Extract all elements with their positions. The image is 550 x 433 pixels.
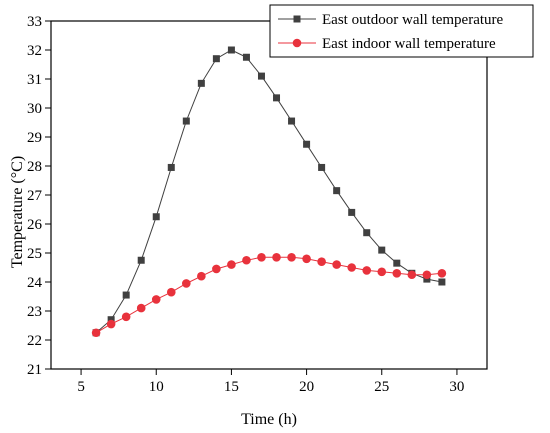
data-point <box>197 271 206 281</box>
data-point <box>136 303 146 313</box>
axis-ticks: 5 10 15 20 25 30 21 22 23 24 25 26 27 28 29 30 31 32 33 <box>27 14 464 395</box>
data-point <box>287 253 296 262</box>
data-point <box>257 72 265 80</box>
data-point <box>151 295 161 304</box>
data-point <box>392 269 402 278</box>
y-tick-label: 23 <box>27 304 42 320</box>
series-line <box>95 49 442 334</box>
data-point <box>152 213 160 221</box>
series-layer <box>91 46 447 338</box>
data-point <box>227 46 235 54</box>
plot-border <box>50 20 488 370</box>
data-point <box>167 163 175 171</box>
data-point <box>182 117 190 125</box>
y-tick-label: 28 <box>27 159 42 175</box>
legend-label: East indoor wall temperature <box>322 36 496 52</box>
data-point <box>347 263 356 272</box>
data-point <box>377 267 387 277</box>
data-point <box>332 260 341 269</box>
y-tick-label: 22 <box>27 333 42 349</box>
data-point <box>212 55 220 63</box>
x-tick-label: 20 <box>299 379 314 395</box>
data-point <box>302 254 311 264</box>
legend-label: East outdoor wall temperature <box>322 12 504 28</box>
data-point <box>437 269 447 278</box>
data-point <box>423 275 431 283</box>
y-tick-label: 26 <box>27 217 43 233</box>
data-point <box>438 278 446 286</box>
y-tick-label: 24 <box>27 275 43 291</box>
data-point <box>273 94 281 102</box>
data-point <box>257 253 266 262</box>
legend-marker <box>293 15 301 23</box>
data-point <box>242 53 250 61</box>
data-point <box>333 187 341 195</box>
y-tick-label: 21 <box>27 362 42 378</box>
series-1 <box>92 46 446 337</box>
data-point <box>242 255 251 265</box>
data-point <box>227 260 236 269</box>
data-point <box>122 291 130 299</box>
data-point <box>107 316 115 324</box>
series-2 <box>91 253 447 338</box>
y-tick-label: 25 <box>27 246 42 262</box>
legend-box <box>269 4 534 58</box>
data-point <box>182 279 191 288</box>
x-tick-label: 10 <box>149 379 164 395</box>
data-point <box>197 79 205 87</box>
legend-marker <box>292 38 302 48</box>
x-tick-label: 30 <box>449 379 464 395</box>
y-tick-label: 30 <box>27 101 42 117</box>
x-tick-label: 5 <box>77 379 85 395</box>
data-point <box>318 163 326 171</box>
data-point <box>121 312 131 322</box>
series-line <box>95 256 442 334</box>
data-point <box>348 208 356 216</box>
y-tick-label: 31 <box>27 72 42 88</box>
data-point <box>91 328 101 338</box>
data-point <box>272 253 281 262</box>
legend: East outdoor wall temperature East indoor… <box>269 4 534 58</box>
data-point <box>422 270 432 280</box>
data-point <box>362 266 372 275</box>
data-point <box>407 270 417 280</box>
data-point <box>317 257 326 267</box>
y-tick-label: 29 <box>27 130 42 146</box>
y-tick-label: 33 <box>27 14 42 30</box>
y-tick-label: 27 <box>27 188 43 204</box>
plot-frame <box>50 20 488 370</box>
data-point <box>288 117 296 125</box>
y-axis-title: Temperature (°C) <box>9 156 26 268</box>
data-point <box>166 287 176 297</box>
data-point <box>137 256 145 264</box>
data-point <box>393 259 401 267</box>
data-point <box>363 229 371 237</box>
data-point <box>106 319 116 329</box>
data-point <box>212 264 221 274</box>
y-tick-label: 32 <box>27 43 42 59</box>
data-point <box>303 140 311 148</box>
data-point <box>378 246 386 254</box>
x-tick-label: 25 <box>374 379 389 395</box>
x-tick-label: 15 <box>224 379 239 395</box>
x-axis-title: Time (h) <box>241 411 297 428</box>
